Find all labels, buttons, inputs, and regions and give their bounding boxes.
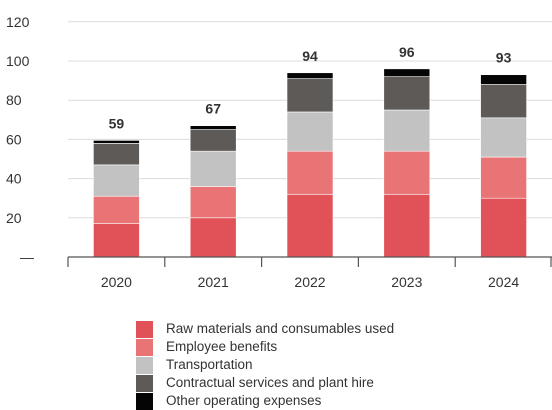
x-tick-label: 2021 bbox=[198, 274, 229, 290]
legend-item: Contractual services and plant hire bbox=[136, 374, 394, 392]
bar-segment bbox=[93, 143, 140, 166]
legend-label: Other operating expenses bbox=[166, 393, 322, 408]
bar-segment bbox=[480, 84, 527, 119]
total-label: 59 bbox=[109, 115, 125, 131]
legend-item: Raw materials and consumables used bbox=[136, 320, 394, 338]
x-axis bbox=[67, 256, 552, 267]
x-tick-label: 2024 bbox=[488, 274, 519, 290]
x-tick-label: 2023 bbox=[391, 274, 422, 290]
bar-segment bbox=[383, 193, 431, 258]
bar-stack-2022 bbox=[286, 72, 334, 258]
bar-segment bbox=[286, 78, 334, 113]
x-tick-label: 2022 bbox=[294, 274, 325, 290]
bar-stack-2020 bbox=[93, 140, 140, 258]
bar-segment bbox=[480, 117, 527, 158]
bar-segment bbox=[93, 164, 140, 197]
bar-stack-2023 bbox=[383, 68, 431, 258]
x-axis-ticks: 2020 2021 2022 2023 2024 bbox=[101, 274, 520, 290]
bar-segment bbox=[189, 125, 237, 130]
y-tick-label: 60 bbox=[6, 131, 22, 147]
bar-segment bbox=[93, 140, 140, 144]
bar-segment bbox=[286, 193, 334, 258]
bar-segment bbox=[383, 150, 431, 195]
bar-segment bbox=[189, 217, 237, 258]
legend-item: Employee benefits bbox=[136, 338, 394, 356]
bar-segment bbox=[480, 197, 527, 258]
bar-segment bbox=[480, 156, 527, 199]
bar-stack-2021 bbox=[189, 125, 237, 258]
legend-item: Other operating expenses bbox=[136, 392, 394, 410]
legend-label: Contractual services and plant hire bbox=[166, 375, 374, 390]
y-tick-label: 120 bbox=[6, 14, 30, 30]
bar-segment bbox=[383, 68, 431, 77]
bar-stack-2024 bbox=[480, 74, 527, 258]
bar-segment bbox=[286, 72, 334, 79]
y-tick-label: 40 bbox=[6, 171, 22, 187]
bar-segment bbox=[189, 129, 237, 152]
legend-swatch bbox=[136, 338, 153, 356]
bar-segment bbox=[286, 111, 334, 152]
legend-label: Transportation bbox=[166, 357, 253, 372]
bar-segment bbox=[383, 76, 431, 111]
legend: Raw materials and consumables used Employ… bbox=[136, 320, 394, 410]
y-zero-label: — bbox=[20, 249, 34, 265]
bar-segment bbox=[93, 223, 140, 258]
bar-stacks bbox=[93, 68, 527, 258]
legend-swatch bbox=[136, 392, 153, 410]
y-tick-label: 80 bbox=[6, 92, 22, 108]
total-label: 67 bbox=[205, 101, 221, 117]
total-label: 96 bbox=[399, 44, 415, 60]
legend-swatch bbox=[136, 374, 153, 392]
x-tick-label: 2020 bbox=[101, 274, 132, 290]
total-label: 94 bbox=[302, 48, 318, 64]
legend-label: Raw materials and consumables used bbox=[166, 321, 395, 336]
y-tick-label: 100 bbox=[6, 53, 30, 69]
legend-swatch bbox=[136, 356, 153, 374]
total-labels: 59 67 94 96 93 bbox=[109, 44, 512, 132]
total-label: 93 bbox=[496, 50, 512, 66]
bar-segment bbox=[480, 74, 527, 85]
bar-segment bbox=[286, 150, 334, 195]
legend-swatch bbox=[136, 320, 153, 338]
bar-segment bbox=[93, 195, 140, 224]
y-tick-label: 20 bbox=[6, 210, 22, 226]
bar-segment bbox=[189, 150, 237, 187]
legend-label: Employee benefits bbox=[166, 339, 278, 354]
y-axis-ticks: 20 40 60 80 100 120 — bbox=[6, 14, 34, 265]
bar-segment bbox=[383, 109, 431, 152]
legend-item: Transportation bbox=[136, 356, 394, 374]
bar-segment bbox=[189, 186, 237, 219]
